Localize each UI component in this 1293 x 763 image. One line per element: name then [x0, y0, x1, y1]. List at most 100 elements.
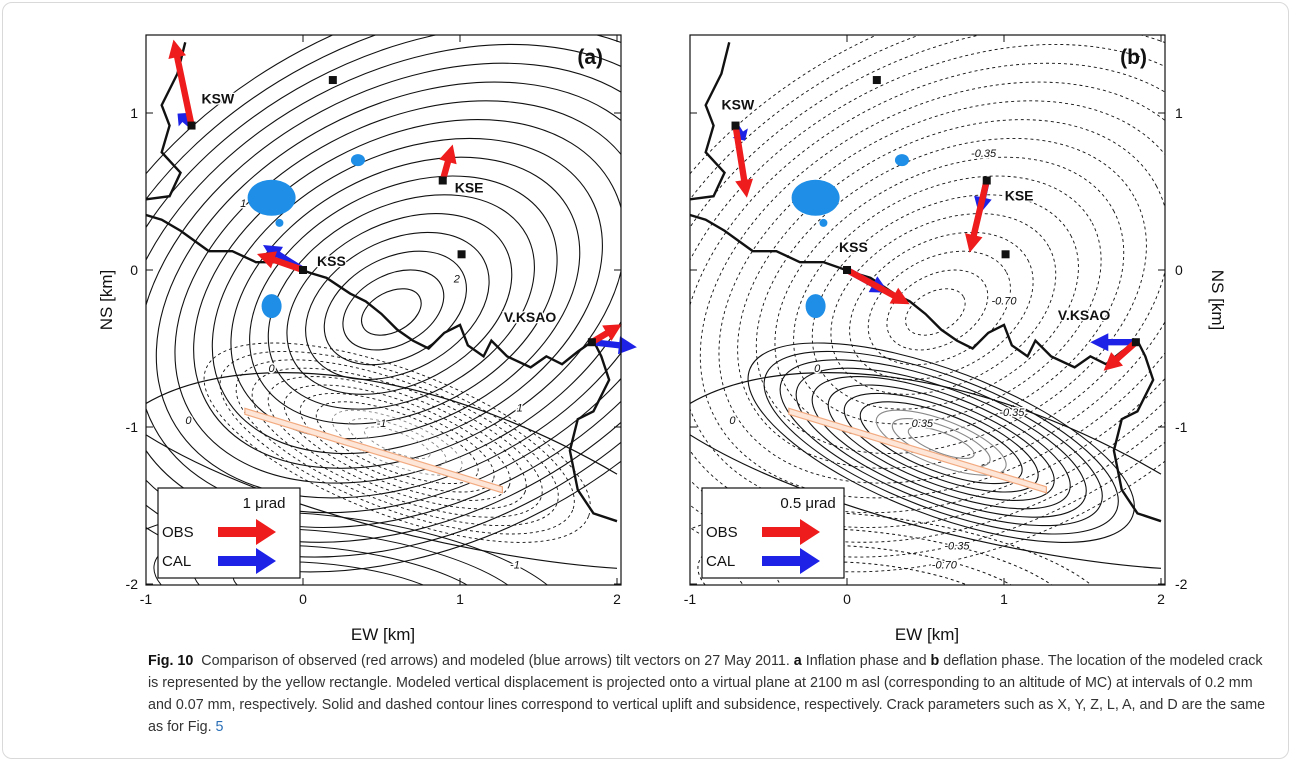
x-tick-label: 0	[299, 591, 307, 607]
contour-line	[219, 350, 575, 535]
contour-line	[886, 269, 989, 351]
contour-line	[155, 81, 621, 499]
contour-label: 2	[453, 274, 460, 286]
contour-line	[235, 359, 559, 527]
station-label: V.KSAO	[1058, 307, 1111, 323]
contour-label: -1	[510, 559, 520, 571]
y-tick-label: 1	[1175, 105, 1183, 121]
lake	[805, 294, 826, 319]
lake	[791, 179, 840, 216]
caption-text-2: Inflation phase and	[805, 653, 927, 669]
station-marker	[299, 266, 307, 274]
contour-line	[697, 528, 1076, 585]
station-label: KSS	[317, 253, 346, 269]
contour-line	[230, 156, 581, 440]
contour-line	[830, 213, 1057, 395]
contour-line	[755, 137, 1147, 454]
contour-label: 0.35	[912, 418, 934, 430]
plot-area: 1 2 0 0 -1 1 -1	[146, 35, 621, 585]
contour-line	[283, 384, 511, 501]
station-marker	[438, 176, 447, 185]
contour-line	[146, 62, 621, 514]
contour-line	[905, 288, 966, 336]
y-axis-label-right: NS [km]	[1208, 270, 1227, 330]
contour-line	[747, 342, 1135, 543]
contour-line	[699, 81, 1165, 499]
y-tick-label: -2	[126, 576, 139, 592]
legend-cal-arrow	[762, 548, 820, 574]
contour-label: 1	[240, 198, 246, 210]
contour-line	[867, 250, 1011, 366]
contour-line	[146, 511, 571, 585]
contour-line	[811, 376, 1071, 510]
caption-panel-a: a	[793, 653, 802, 669]
crack-rectangle	[788, 407, 1047, 494]
figure-caption: Fig. 10 Comparison of observed (red arro…	[148, 650, 1273, 738]
contour-label: 0	[185, 415, 192, 427]
contour-line	[299, 392, 495, 493]
obs-arrow	[1103, 339, 1138, 371]
zero-contour	[690, 372, 1162, 475]
crack-rectangle	[244, 407, 503, 494]
y-tick-label: -1	[1175, 419, 1188, 435]
x-tick-label: 0	[843, 591, 851, 607]
contour-line	[305, 231, 490, 381]
contour-line	[174, 100, 621, 484]
lake	[261, 294, 282, 319]
station-label: V.KSAO	[504, 309, 557, 325]
plot-area: -0.35 -0.70 0 0 0.35 -0.35 -0.35 -0.70	[690, 35, 1165, 585]
y-tick-label: -2	[1175, 576, 1188, 592]
caption-figure-link[interactable]: 5	[215, 719, 224, 735]
station-label: KSE	[455, 180, 484, 196]
caption-text-3: deflation phase. The location of the mod…	[148, 653, 1266, 735]
panel-label: (a)	[577, 46, 603, 69]
panel-a: 1 2 0 0 -1 1 -1 KSW KSE KSS V.KSAO (a) 1 μrad OBS CAL	[145, 34, 637, 586]
contour-line	[690, 35, 1165, 543]
obs-arrow	[845, 267, 910, 305]
contour-line	[690, 511, 1115, 585]
panel-label: (b)	[1120, 46, 1147, 69]
obs-arrow	[965, 179, 990, 253]
contour-lines	[146, 35, 621, 585]
contour-label: 0	[814, 363, 821, 375]
station-marker	[982, 176, 991, 185]
contour-line	[690, 62, 1165, 514]
contour-line	[267, 376, 527, 510]
contour-line	[146, 35, 621, 573]
contour-line	[331, 409, 463, 476]
station-label: KSS	[839, 239, 868, 255]
legend-scale: 0.5 μrad	[780, 495, 835, 512]
lake	[894, 154, 909, 167]
caption-label: Fig. 10	[148, 653, 194, 669]
contour-label: 0	[729, 415, 736, 427]
contour-line	[849, 231, 1034, 380]
legend-obs: OBS	[706, 524, 738, 541]
reference-point	[457, 250, 466, 259]
lake	[819, 218, 828, 227]
y-tick-label: 0	[1175, 262, 1183, 278]
x-axis-label: EW [km]	[351, 625, 415, 644]
legend-scale: 1 μrad	[243, 495, 286, 512]
contour-label: -1	[377, 418, 387, 430]
caption-panel-b: b	[930, 653, 940, 669]
y-tick-label: 0	[130, 262, 138, 278]
contour-line	[211, 137, 603, 455]
contour-line	[827, 384, 1055, 501]
coastline	[146, 42, 187, 201]
y-axis-label: NS [km]	[97, 270, 116, 330]
contour-line	[811, 194, 1079, 410]
contour-line	[690, 35, 1165, 573]
axes: -1 0 1 2EW [km]10-1-2-1 0 1 2EW [km]10-1-2NS […	[97, 35, 1227, 644]
reference-point	[872, 76, 881, 85]
lake	[247, 179, 296, 216]
obs-arrow	[168, 39, 195, 127]
contour-line	[146, 43, 621, 529]
zero-contour	[146, 434, 618, 569]
station-marker	[843, 266, 851, 274]
station-label: KSW	[722, 97, 755, 113]
contour-label: -0.35	[944, 540, 970, 552]
y-tick-label: 1	[130, 105, 138, 121]
x-tick-label: 1	[456, 591, 464, 607]
x-tick-label: 2	[1157, 591, 1165, 607]
